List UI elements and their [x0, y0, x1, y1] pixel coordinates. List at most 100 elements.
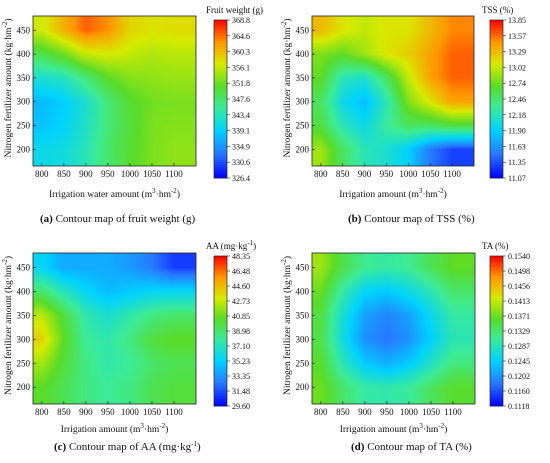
- colorbar-swatch: [490, 398, 503, 402]
- colorbar-swatch: [214, 64, 227, 68]
- colorbar-swatch: [490, 91, 503, 95]
- x-tick-label: 950: [380, 169, 394, 179]
- colorbar-swatch: [214, 386, 227, 389]
- colorbar-swatch: [214, 303, 227, 307]
- colorbar-swatch: [490, 368, 503, 372]
- colorbar-swatch: [214, 151, 227, 155]
- colorbar-swatch: [214, 138, 227, 142]
- colorbar-tick-label: 0.1160: [508, 387, 530, 396]
- colorbar-swatch: [490, 80, 503, 84]
- colorbar-swatch: [214, 91, 227, 95]
- colorbar-swatch: [214, 328, 227, 332]
- x-tick-label: 1100: [165, 169, 183, 179]
- x-tick-label: 950: [101, 169, 115, 179]
- colorbar-swatch: [490, 261, 503, 264]
- colorbar-swatch: [214, 114, 227, 118]
- colorbar-swatch: [490, 256, 503, 259]
- y-tick-label: 300: [296, 97, 310, 107]
- colorbar-swatch: [490, 48, 503, 52]
- colorbar-swatch: [214, 93, 227, 97]
- contour-surface: [312, 16, 474, 166]
- plot-frame: [32, 252, 197, 405]
- colorbar-swatch: [214, 271, 227, 274]
- colorbar-tick-label: 0.1202: [508, 372, 530, 381]
- colorbar-tick-label: 0.1456: [508, 282, 530, 291]
- colorbar-swatch: [214, 149, 227, 153]
- colorbar-swatch: [490, 83, 503, 87]
- x-tick-label: 950: [380, 407, 394, 417]
- y-tick-label: 350: [296, 73, 310, 83]
- colorbar-swatch: [214, 122, 227, 126]
- colorbar-swatch: [214, 326, 227, 329]
- colorbar-swatch: [214, 393, 227, 397]
- colorbar-swatch: [214, 288, 227, 292]
- colorbar-swatch: [214, 348, 227, 352]
- colorbar-swatch: [490, 88, 503, 92]
- colorbar-swatch: [490, 159, 503, 163]
- colorbar-swatch: [490, 263, 503, 267]
- x-tick-label: 1050: [422, 407, 441, 417]
- colorbar-swatch: [214, 25, 227, 29]
- colorbar-swatch: [214, 172, 227, 176]
- colorbar-swatch: [214, 388, 227, 392]
- colorbar-swatch: [214, 125, 227, 129]
- colorbar-swatch: [490, 109, 503, 113]
- colorbar-swatch: [214, 353, 227, 357]
- colorbar-swatch: [214, 156, 227, 160]
- colorbar-swatch: [490, 164, 503, 168]
- y-tick-label: 300: [17, 334, 31, 344]
- plot-frame: [311, 15, 475, 167]
- colorbar-tick-label: 11.35: [508, 158, 526, 167]
- colorbar-swatch: [490, 298, 503, 302]
- colorbar-swatch: [490, 25, 503, 29]
- x-tick-label: 1050: [421, 169, 440, 179]
- colorbar-tick-label: 11.07: [508, 174, 526, 183]
- colorbar-swatch: [214, 313, 227, 317]
- colorbar-swatch: [490, 62, 503, 66]
- colorbar-swatch: [490, 371, 503, 374]
- x-tick-label: 850: [57, 169, 71, 179]
- colorbar-swatch: [490, 104, 503, 108]
- colorbar-swatch: [490, 72, 503, 76]
- colorbar-swatch: [490, 283, 503, 287]
- colorbar-swatch: [490, 268, 503, 272]
- y-tick-label: 250: [17, 358, 31, 368]
- colorbar-swatch: [214, 62, 227, 66]
- colorbar-tick-label: 0.1245: [508, 357, 530, 366]
- y-tick-label: 450: [296, 25, 310, 35]
- x-tick-label: 1100: [444, 407, 462, 417]
- colorbar-swatch: [490, 313, 503, 317]
- colorbar-swatch: [490, 388, 503, 392]
- colorbar-tick-label: 11.63: [508, 142, 526, 151]
- colorbar-swatch: [214, 373, 227, 377]
- x-tick-label: 850: [336, 169, 350, 179]
- colorbar-swatch: [490, 77, 503, 81]
- colorbar-swatch: [214, 146, 227, 150]
- colorbar-swatch: [214, 293, 227, 297]
- colorbar-swatch: [490, 141, 503, 145]
- y-tick-label: 350: [17, 310, 31, 320]
- x-tick-label: 850: [336, 407, 350, 417]
- colorbar-swatch: [490, 373, 503, 377]
- colorbar-swatch: [214, 106, 227, 110]
- colorbar-swatch: [490, 75, 503, 79]
- colorbar-tick-label: 364.6: [232, 32, 250, 41]
- colorbar-swatch: [490, 381, 503, 384]
- colorbar-swatch: [490, 336, 503, 339]
- x-tick-label: 900: [358, 169, 372, 179]
- colorbar-swatch: [490, 67, 503, 71]
- colorbar-tick-label: 0.1540: [508, 252, 530, 261]
- colorbar-swatch: [214, 164, 227, 168]
- colorbar-swatch: [214, 109, 227, 113]
- colorbar-swatch: [490, 271, 503, 274]
- colorbar-swatch: [490, 266, 503, 269]
- x-tick-label: 1000: [400, 407, 419, 417]
- colorbar-title: TSS (%): [482, 5, 513, 15]
- colorbar-swatch: [214, 162, 227, 166]
- colorbar-tick-label: 31.48: [232, 387, 250, 396]
- colorbar-swatch: [214, 48, 227, 52]
- colorbar-tick-label: 368.8: [232, 16, 250, 25]
- y-axis-label: Nitrogen fertilizer amount (kg·hm-2): [280, 256, 293, 395]
- x-tick-label: 800: [314, 169, 328, 179]
